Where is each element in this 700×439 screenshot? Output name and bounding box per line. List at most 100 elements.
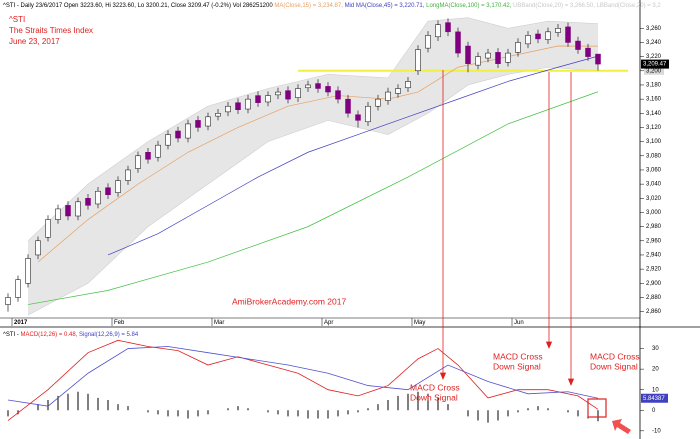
signal-annotation: Down Signal bbox=[590, 361, 638, 371]
candle-body bbox=[435, 24, 441, 38]
signal-annotation: Down Signal bbox=[410, 392, 458, 402]
candle-body bbox=[315, 83, 321, 89]
candle-body bbox=[125, 169, 131, 181]
bollinger-band bbox=[88, 141, 148, 284]
header-part: ^STI - bbox=[3, 332, 20, 338]
watermark: AmiBrokerAcademy.com 2017 bbox=[232, 296, 346, 306]
header: ^STI - Daily 23/6/2017 Open 3223.60, Hi … bbox=[3, 3, 661, 9]
candle-body bbox=[555, 28, 561, 33]
candle-body bbox=[265, 95, 271, 103]
candle-body bbox=[75, 201, 81, 217]
signal-annotation: MACD Cross bbox=[410, 382, 460, 392]
y-tick-label: 3,060 bbox=[646, 168, 662, 174]
y-tick-label: 2,880 bbox=[646, 295, 662, 301]
candle-body bbox=[485, 52, 491, 59]
candle-body bbox=[285, 90, 291, 100]
y-tick-label: 2,900 bbox=[646, 281, 662, 287]
candle-body bbox=[95, 190, 101, 205]
header-part: ^STI - Daily 23/6/2017 Open 3223.60, Hi … bbox=[3, 3, 274, 9]
candle-body bbox=[325, 86, 331, 93]
moving-average bbox=[27, 91, 599, 305]
candle-body bbox=[465, 45, 471, 64]
x-tick-label: Jun bbox=[514, 320, 524, 326]
bollinger-band bbox=[28, 184, 88, 316]
header-part: LongMA(Close,100) = 3,170.42, bbox=[426, 3, 513, 9]
y-tick-label: 3,040 bbox=[646, 182, 662, 188]
candle-body bbox=[25, 258, 31, 284]
candle-body bbox=[385, 91, 391, 101]
arrow-head bbox=[567, 378, 575, 387]
moving-average bbox=[107, 55, 599, 256]
bollinger-band bbox=[208, 88, 268, 185]
header: ^STI - MACD(12,26) = 0.48, Signal(12,26,… bbox=[3, 332, 139, 338]
macd-line bbox=[7, 339, 599, 421]
x-tick-label: 2017 bbox=[14, 320, 28, 326]
pointer-arrow bbox=[612, 419, 631, 434]
signal-annotation: MACD Cross bbox=[590, 351, 640, 361]
y-tick-label: 2,860 bbox=[646, 309, 662, 315]
y-tick-label: 3,080 bbox=[646, 153, 662, 159]
candle-body bbox=[525, 35, 531, 45]
macd-line bbox=[7, 346, 599, 407]
y-tick-label: 3,140 bbox=[646, 111, 662, 117]
candle-body bbox=[275, 91, 281, 96]
candle-body bbox=[495, 52, 501, 64]
y-tick-label: 3,020 bbox=[646, 196, 662, 202]
signal-annotation: MACD Cross bbox=[493, 351, 543, 361]
signal-annotation: Down Signal bbox=[493, 361, 541, 371]
candle-body bbox=[565, 26, 571, 43]
y-tick-label: 3,160 bbox=[646, 97, 662, 103]
candle-body bbox=[365, 105, 371, 123]
candle-body bbox=[15, 279, 21, 298]
signal-label: 5.84387 bbox=[643, 396, 665, 402]
signal-box bbox=[641, 393, 668, 403]
bollinger-band bbox=[148, 106, 208, 227]
bollinger-band bbox=[268, 74, 328, 142]
candle-body bbox=[595, 53, 601, 65]
candle-body bbox=[115, 180, 121, 193]
candle-body bbox=[135, 155, 141, 169]
candle-body bbox=[175, 130, 181, 139]
candle-body bbox=[545, 31, 551, 40]
y-tick-label: 3,120 bbox=[646, 125, 662, 131]
tick-highlight bbox=[644, 66, 664, 75]
annotation: June 23, 2017 bbox=[9, 37, 60, 46]
y-tick-label: 3,200 bbox=[646, 68, 662, 74]
candle-body bbox=[505, 52, 511, 63]
candle-body bbox=[215, 113, 221, 117]
candle-body bbox=[35, 240, 41, 256]
y-tick-label: 2,940 bbox=[646, 253, 662, 259]
candle-body bbox=[295, 88, 301, 98]
candle-body bbox=[445, 22, 451, 33]
y-tick-label: -10 bbox=[652, 428, 661, 434]
arrow-head bbox=[545, 341, 553, 350]
annotation: ^STI bbox=[9, 15, 25, 24]
y-tick-label: 2,980 bbox=[646, 224, 662, 230]
candle-body bbox=[255, 95, 261, 103]
band-edge bbox=[27, 17, 599, 242]
highlight-box bbox=[587, 398, 607, 418]
candle-body bbox=[355, 114, 361, 121]
y-tick-label: 3,100 bbox=[646, 139, 662, 145]
y-tick-label: 3,240 bbox=[646, 40, 662, 46]
candle-body bbox=[105, 187, 111, 196]
candle-body bbox=[395, 88, 401, 94]
last-price-box bbox=[641, 59, 669, 69]
candle-body bbox=[65, 205, 71, 217]
candle-body bbox=[165, 134, 171, 146]
candle-body bbox=[235, 102, 241, 110]
x-tick-label: Apr bbox=[324, 320, 333, 326]
header-part: Mid MA(Close,45) = 3,220.71, bbox=[345, 3, 427, 9]
header-part: UBBand(Close,20) = 3,266.50, LBBand(Clos… bbox=[513, 3, 661, 9]
y-tick-label: 3,260 bbox=[646, 26, 662, 32]
y-tick-label: 10 bbox=[652, 387, 659, 393]
candle-body bbox=[535, 33, 541, 40]
candle-body bbox=[225, 105, 231, 113]
candle-body bbox=[345, 98, 351, 114]
header-part: Signal(12,26,9) = 5.84 bbox=[79, 332, 139, 338]
candle-body bbox=[195, 120, 201, 128]
candle-body bbox=[375, 98, 381, 107]
candle-body bbox=[55, 208, 61, 220]
candle-body bbox=[585, 47, 591, 57]
